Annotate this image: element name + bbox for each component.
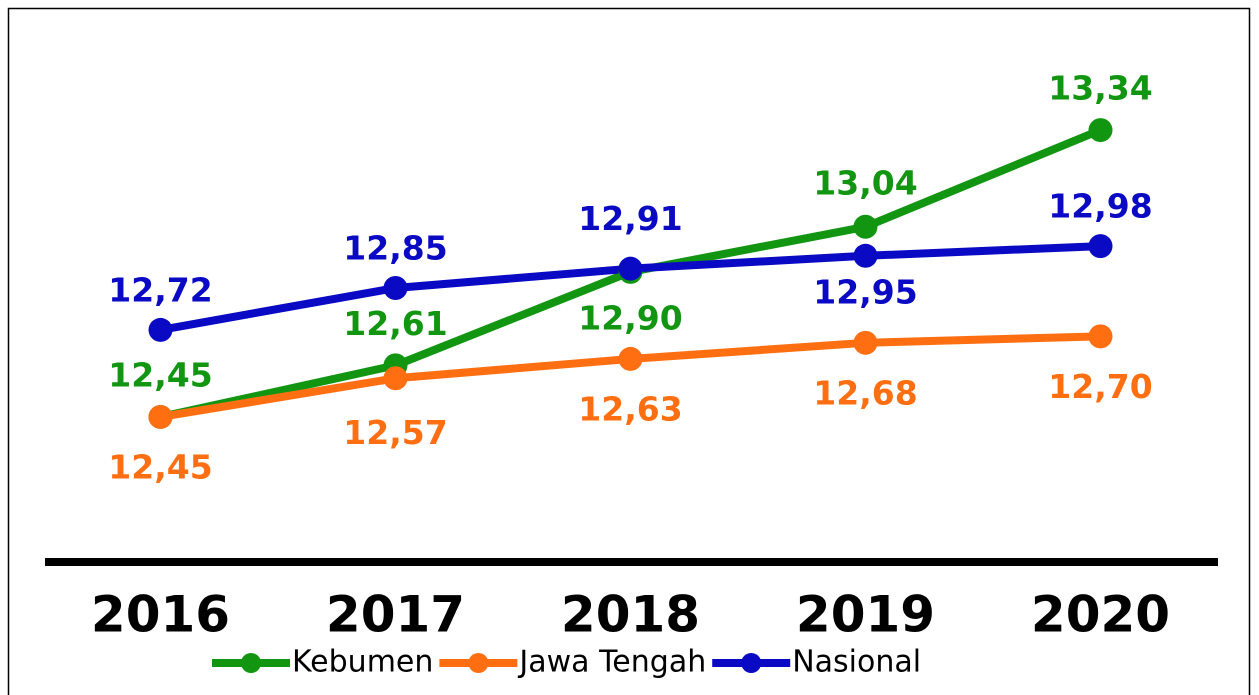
legend-marker (468, 653, 489, 673)
x-tick-label: 2020 (1031, 586, 1170, 644)
data-point (148, 317, 173, 342)
data-point (148, 404, 173, 429)
data-label: 12,70 (1048, 367, 1152, 406)
data-label: 12,63 (578, 389, 682, 428)
legend-marker (741, 653, 762, 673)
data-label: 12,68 (813, 373, 917, 412)
data-point (853, 214, 878, 239)
data-label: 12,90 (578, 298, 682, 337)
data-label: 12,98 (1048, 187, 1152, 226)
data-point (853, 243, 878, 268)
legend-marker (241, 653, 261, 673)
data-label: 12,57 (343, 413, 447, 452)
data-label: 13,04 (813, 163, 917, 202)
data-point (383, 366, 408, 391)
data-point (1088, 118, 1113, 143)
legend-label: Kebumen (292, 645, 433, 680)
data-label: 12,85 (343, 229, 447, 268)
data-point (1088, 234, 1113, 259)
data-point (853, 330, 878, 355)
data-label: 12,45 (108, 355, 212, 394)
legend-label: Jawa Tengah (517, 645, 706, 680)
x-tick-label: 2019 (796, 586, 935, 644)
data-label: 12,45 (108, 447, 212, 486)
data-point (1088, 324, 1113, 349)
data-label: 12,95 (813, 272, 917, 311)
data-label: 12,72 (108, 270, 212, 309)
x-tick-label: 2017 (326, 586, 465, 644)
data-label: 12,61 (343, 304, 447, 343)
data-label: 13,34 (1048, 69, 1152, 108)
x-tick-label: 2018 (561, 586, 700, 644)
x-tick-label: 2016 (91, 586, 230, 644)
data-label: 12,91 (578, 199, 682, 238)
data-point (618, 346, 643, 371)
data-point (618, 256, 643, 281)
data-point (383, 276, 408, 301)
legend-label: Nasional (792, 645, 921, 680)
